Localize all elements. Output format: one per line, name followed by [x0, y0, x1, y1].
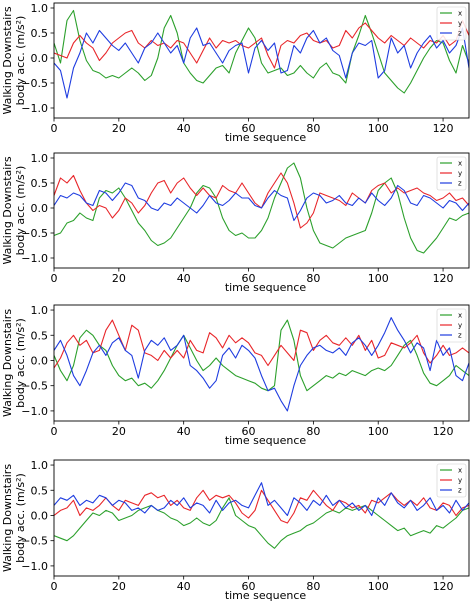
x-axis-label: time sequence — [225, 434, 307, 447]
legend-label-y: y — [458, 170, 462, 178]
y-axis-label-units: body acc. (m/s²) — [14, 318, 27, 408]
series-line-z — [54, 317, 469, 412]
y-tick-label: −1.0 — [21, 102, 48, 115]
series-line-y — [54, 319, 469, 369]
x-tick-label: 80 — [306, 272, 320, 285]
plot-frame — [53, 2, 470, 119]
series-line-z — [54, 27, 469, 99]
y-tick-label: 0.5 — [31, 177, 49, 190]
x-axis-label: time sequence — [225, 589, 307, 602]
plot-frame — [53, 152, 470, 269]
plot-frame — [53, 459, 470, 577]
legend-label-x: x — [458, 10, 462, 18]
series-line-x — [54, 319, 469, 392]
legend: xyz — [436, 6, 467, 41]
y-tick-label: 0.5 — [31, 484, 49, 497]
x-tick-label: 20 — [112, 425, 126, 438]
y-tick-label: −1.0 — [21, 405, 48, 418]
x-tick-label: 80 — [306, 580, 320, 593]
x-tick-label: 120 — [433, 425, 454, 438]
x-axis-label: time sequence — [225, 131, 307, 144]
x-tick-label: 100 — [368, 122, 389, 135]
x-tick-label: 40 — [177, 425, 191, 438]
y-tick-label: −0.5 — [21, 535, 48, 548]
x-tick-label: 40 — [177, 122, 191, 135]
x-tick-label: 100 — [368, 425, 389, 438]
series-line-z — [54, 182, 469, 222]
x-tick-label: 0 — [51, 425, 58, 438]
y-tick-label: 1.0 — [31, 459, 49, 472]
legend-label-z: z — [458, 180, 462, 188]
x-tick-label: 0 — [51, 122, 58, 135]
y-tick-label: 0.0 — [31, 354, 49, 367]
chart-panel-1: −1.0 −0.5 0.0 0.5 1.0 0 20 40 60 80 100 120 time seq… — [1, 2, 470, 144]
legend-label-y: y — [458, 322, 462, 330]
x-tick-label: 0 — [51, 272, 58, 285]
series-line-x — [54, 497, 469, 549]
plot-frame — [53, 304, 470, 422]
y-axis-label-units: body acc. (m/s²) — [14, 166, 27, 256]
y-axis-label-units: body acc. (m/s²) — [14, 16, 27, 106]
x-tick-label: 20 — [112, 272, 126, 285]
legend-label-z: z — [458, 30, 462, 38]
x-tick-label: 100 — [368, 272, 389, 285]
legend-label-x: x — [458, 467, 462, 475]
y-tick-label: 0.5 — [31, 27, 49, 40]
series-line-y — [54, 172, 469, 229]
y-tick-label: 0.0 — [31, 52, 49, 65]
x-tick-label: 120 — [433, 122, 454, 135]
y-tick-label: 0.0 — [31, 509, 49, 522]
x-tick-label: 40 — [177, 580, 191, 593]
y-tick-label: 1.0 — [31, 152, 49, 165]
y-tick-label: 0.0 — [31, 202, 49, 215]
y-tick-label: −0.5 — [21, 77, 48, 90]
legend-label-z: z — [458, 487, 462, 495]
chart-panel-3: −1.0 −0.5 0.0 0.5 1.0 0 20 40 60 80 100 120 time seq… — [1, 304, 470, 447]
x-tick-label: 80 — [306, 122, 320, 135]
chart-panel-4: −1.0 −0.5 0.0 0.5 1.0 0 20 40 60 80 100 120 time seq… — [1, 459, 470, 602]
y-axis-label-activity: Walking Downstairs — [1, 6, 14, 114]
legend: xyz — [436, 463, 467, 498]
x-axis-label: time sequence — [225, 281, 307, 294]
x-tick-label: 120 — [433, 272, 454, 285]
x-tick-label: 60 — [242, 272, 256, 285]
y-tick-label: −1.0 — [21, 252, 48, 265]
chart-panel-2: −1.0 −0.5 0.0 0.5 1.0 0 20 40 60 80 100 120 time seq… — [1, 152, 470, 294]
series-line-z — [54, 482, 469, 517]
x-tick-label: 100 — [368, 580, 389, 593]
series-line-y — [54, 489, 469, 524]
y-tick-label: −1.0 — [21, 560, 48, 573]
y-tick-label: 1.0 — [31, 2, 49, 15]
x-tick-label: 60 — [242, 122, 256, 135]
y-tick-label: 1.0 — [31, 304, 49, 317]
legend-label-y: y — [458, 477, 462, 485]
y-axis-label-activity: Walking Downstairs — [1, 309, 14, 417]
y-tick-label: −0.5 — [21, 227, 48, 240]
legend-label-x: x — [458, 160, 462, 168]
x-tick-label: 60 — [242, 580, 256, 593]
legend: xyz — [436, 156, 467, 191]
x-tick-label: 120 — [433, 580, 454, 593]
legend-label-y: y — [458, 20, 462, 28]
x-tick-label: 20 — [112, 122, 126, 135]
y-tick-label: −0.5 — [21, 380, 48, 393]
y-axis-label-units: body acc. (m/s²) — [14, 473, 27, 563]
legend-label-z: z — [458, 332, 462, 340]
x-tick-label: 0 — [51, 580, 58, 593]
x-tick-label: 80 — [306, 425, 320, 438]
legend-label-x: x — [458, 312, 462, 320]
legend: xyz — [436, 308, 467, 343]
x-tick-label: 20 — [112, 580, 126, 593]
y-tick-label: 0.5 — [31, 329, 49, 342]
series-line-y — [54, 19, 469, 69]
x-tick-label: 40 — [177, 272, 191, 285]
y-axis-label-activity: Walking Downstairs — [1, 156, 14, 264]
y-axis-label-activity: Walking Downstairs — [1, 464, 14, 572]
series-line-x — [54, 9, 469, 94]
x-tick-label: 60 — [242, 425, 256, 438]
series-line-x — [54, 162, 469, 254]
